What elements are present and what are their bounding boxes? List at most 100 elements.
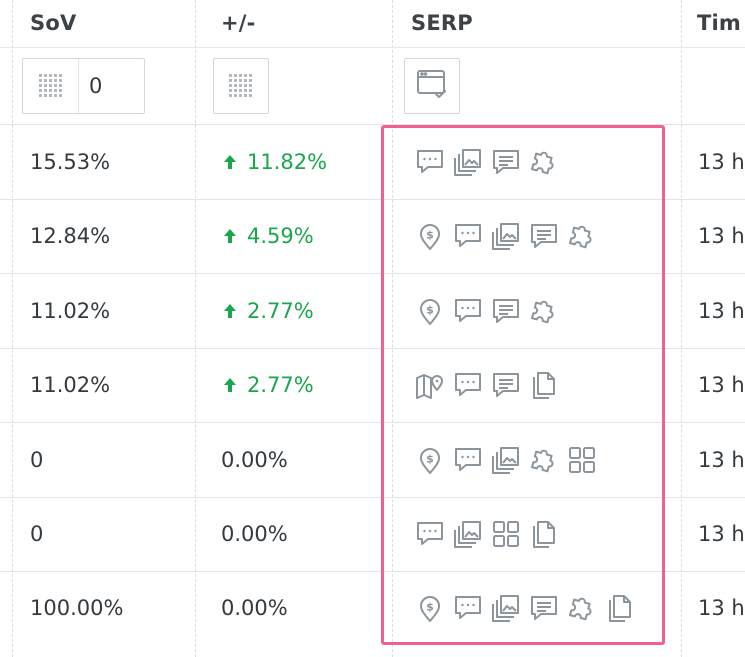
- sov-value: 15.53%: [30, 150, 111, 174]
- change-text: 0.00%: [221, 522, 288, 546]
- puzzle-icon[interactable]: [528, 444, 560, 476]
- puzzle-icon[interactable]: [566, 592, 598, 624]
- svg-text:$: $: [426, 601, 434, 614]
- change-value: 2.77%: [221, 348, 314, 422]
- table-row[interactable]: 0 0.00% 13 h: [0, 497, 745, 571]
- change-text: 2.77%: [247, 373, 314, 398]
- chat-icon[interactable]: [452, 444, 484, 476]
- location-dollar-icon[interactable]: $: [414, 220, 446, 252]
- change-text: 4.59%: [247, 224, 314, 249]
- time-value: 13 h: [698, 224, 745, 249]
- chat-icon[interactable]: [452, 295, 484, 327]
- serp-features: $: [414, 423, 598, 497]
- location-dollar-icon[interactable]: $: [414, 444, 446, 476]
- column-separator: [12, 0, 13, 657]
- change-text: 2.77%: [247, 298, 314, 323]
- column-header-time[interactable]: Tim: [697, 11, 742, 35]
- row-divider: [0, 124, 745, 125]
- puzzle-icon[interactable]: [566, 220, 598, 252]
- table-row[interactable]: 12.84% 4.59% $ 13 h: [0, 199, 745, 273]
- serp-features: $: [414, 274, 560, 348]
- browser-check-icon: [415, 67, 449, 105]
- sov-filter-input[interactable]: [78, 59, 144, 113]
- row-divider: [0, 496, 745, 498]
- svg-text:$: $: [426, 303, 434, 316]
- column-separator: [195, 0, 196, 657]
- serp-features: $: [414, 199, 598, 273]
- grid-icon[interactable]: [566, 444, 598, 476]
- time-value: 13 h: [698, 298, 745, 323]
- sov-value: 0: [30, 522, 44, 546]
- table-row[interactable]: 11.02% 2.77% 13 h: [0, 348, 745, 422]
- column-header-serp[interactable]: SERP: [411, 11, 473, 35]
- change-text: 11.82%: [247, 150, 328, 174]
- sov-value: 11.02%: [30, 298, 111, 323]
- row-divider: [0, 571, 745, 572]
- grid-icon[interactable]: [490, 518, 522, 550]
- sov-value: 100.00%: [30, 596, 124, 621]
- dot-grid-icon[interactable]: [214, 59, 268, 113]
- column-header-change[interactable]: +/-: [221, 11, 256, 35]
- table-row[interactable]: 0 0.00% $ 13 h: [0, 423, 745, 497]
- arrow-up-icon: [221, 302, 241, 320]
- document-icon[interactable]: [528, 369, 560, 401]
- time-value: 13 h: [698, 447, 745, 472]
- image-pack-icon[interactable]: [452, 146, 484, 178]
- table-row[interactable]: 100.00% 0.00% $ 13 h: [0, 571, 745, 645]
- chat-icon[interactable]: [414, 518, 446, 550]
- location-dollar-icon[interactable]: $: [414, 592, 446, 624]
- chat-icon[interactable]: [452, 220, 484, 252]
- sov-value: 12.84%: [30, 224, 111, 249]
- sov-value: 11.02%: [30, 373, 111, 398]
- arrow-up-icon: [221, 376, 241, 394]
- message-icon[interactable]: [528, 220, 560, 252]
- image-pack-icon[interactable]: [490, 220, 522, 252]
- time-value: 13 h: [698, 522, 745, 546]
- document-icon[interactable]: [528, 518, 560, 550]
- document-icon[interactable]: [604, 592, 636, 624]
- change-filter[interactable]: [213, 58, 269, 114]
- change-text: 0.00%: [221, 596, 288, 621]
- sov-value: 0: [30, 447, 44, 472]
- arrow-up-icon: [221, 227, 241, 245]
- change-value: 11.82%: [221, 125, 327, 199]
- puzzle-icon[interactable]: [528, 146, 560, 178]
- puzzle-icon[interactable]: [528, 295, 560, 327]
- row-divider: [0, 47, 745, 48]
- image-pack-icon[interactable]: [490, 592, 522, 624]
- dot-grid-icon[interactable]: [23, 59, 78, 113]
- message-icon[interactable]: [490, 146, 522, 178]
- table-row[interactable]: 11.02% 2.77% $ 13 h: [0, 274, 745, 348]
- serp-features: [414, 125, 560, 199]
- serp-filter-button[interactable]: [404, 58, 460, 114]
- row-divider: [0, 199, 745, 200]
- image-pack-icon[interactable]: [452, 518, 484, 550]
- filter-row: [0, 48, 745, 124]
- change-value: 0.00%: [221, 571, 288, 645]
- change-value: 2.77%: [221, 274, 314, 348]
- column-separator: [392, 0, 393, 657]
- message-icon[interactable]: [528, 592, 560, 624]
- change-value: 0.00%: [221, 497, 288, 571]
- column-separator: [681, 0, 682, 657]
- time-value: 13 h: [698, 373, 745, 398]
- row-divider: [0, 347, 745, 349]
- location-dollar-icon[interactable]: $: [414, 295, 446, 327]
- chat-icon[interactable]: [452, 592, 484, 624]
- sov-filter: [22, 58, 145, 114]
- column-header-sov[interactable]: SoV: [30, 11, 77, 35]
- time-value: 13 h: [698, 150, 745, 174]
- chat-icon[interactable]: [414, 146, 446, 178]
- image-pack-icon[interactable]: [490, 444, 522, 476]
- serp-features: [414, 348, 560, 422]
- chat-icon[interactable]: [452, 369, 484, 401]
- map-pin-icon[interactable]: [414, 369, 446, 401]
- message-icon[interactable]: [490, 295, 522, 327]
- svg-text:$: $: [426, 452, 434, 465]
- time-value: 13 h: [698, 596, 745, 621]
- row-divider: [0, 422, 745, 424]
- message-icon[interactable]: [490, 369, 522, 401]
- change-value: 0.00%: [221, 423, 288, 497]
- table-row[interactable]: 15.53% 11.82% 13 h: [0, 125, 745, 199]
